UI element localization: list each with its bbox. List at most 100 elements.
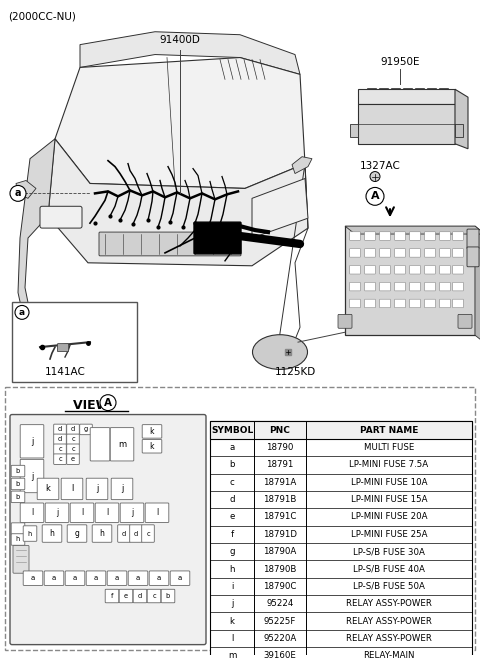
FancyBboxPatch shape — [410, 282, 420, 291]
FancyBboxPatch shape — [20, 424, 44, 458]
FancyBboxPatch shape — [65, 571, 85, 585]
Text: b: b — [229, 461, 235, 469]
FancyBboxPatch shape — [467, 247, 479, 267]
FancyBboxPatch shape — [67, 525, 87, 543]
Text: l: l — [231, 634, 233, 643]
Text: LP-MINI FUSE 10A: LP-MINI FUSE 10A — [351, 478, 427, 486]
Polygon shape — [48, 139, 308, 266]
FancyBboxPatch shape — [67, 434, 79, 445]
Text: RELAY-MAIN: RELAY-MAIN — [363, 651, 415, 660]
Text: VIEW: VIEW — [73, 399, 114, 412]
FancyBboxPatch shape — [395, 265, 405, 274]
Text: 91400D: 91400D — [159, 34, 201, 45]
Text: k: k — [150, 427, 154, 436]
FancyBboxPatch shape — [395, 299, 405, 308]
Text: d: d — [138, 593, 142, 599]
FancyBboxPatch shape — [54, 434, 66, 445]
Polygon shape — [455, 89, 468, 148]
FancyBboxPatch shape — [440, 249, 450, 257]
Text: k: k — [229, 616, 235, 626]
Text: b: b — [166, 593, 170, 599]
Circle shape — [366, 187, 384, 205]
FancyBboxPatch shape — [365, 232, 375, 240]
FancyBboxPatch shape — [86, 478, 108, 500]
FancyBboxPatch shape — [395, 282, 405, 291]
Text: h: h — [28, 531, 32, 537]
FancyBboxPatch shape — [425, 299, 435, 308]
FancyBboxPatch shape — [13, 545, 29, 574]
FancyBboxPatch shape — [61, 478, 83, 500]
FancyBboxPatch shape — [40, 207, 82, 228]
FancyBboxPatch shape — [395, 232, 405, 240]
FancyBboxPatch shape — [111, 478, 133, 500]
Text: g: g — [84, 426, 88, 432]
Text: SYMBOL: SYMBOL — [211, 426, 253, 435]
Text: c: c — [146, 531, 150, 537]
FancyBboxPatch shape — [67, 454, 79, 465]
Text: j: j — [31, 437, 33, 446]
Circle shape — [370, 172, 380, 182]
FancyBboxPatch shape — [99, 232, 241, 256]
Text: a: a — [178, 575, 182, 581]
Polygon shape — [18, 139, 55, 367]
FancyBboxPatch shape — [90, 428, 110, 461]
Text: e: e — [124, 593, 128, 599]
Text: f: f — [230, 530, 234, 539]
FancyBboxPatch shape — [44, 571, 64, 585]
Text: RELAY ASSY-POWER: RELAY ASSY-POWER — [346, 634, 432, 643]
FancyBboxPatch shape — [145, 503, 169, 523]
Text: 91950E: 91950E — [380, 57, 420, 67]
Polygon shape — [16, 180, 36, 199]
Text: PNC: PNC — [270, 426, 290, 435]
Text: 18790C: 18790C — [264, 582, 297, 591]
FancyBboxPatch shape — [380, 249, 390, 257]
FancyBboxPatch shape — [119, 589, 133, 603]
FancyBboxPatch shape — [350, 265, 360, 274]
FancyBboxPatch shape — [410, 299, 420, 308]
FancyBboxPatch shape — [118, 525, 130, 543]
FancyBboxPatch shape — [92, 525, 112, 543]
Text: d: d — [122, 531, 126, 537]
Text: d: d — [71, 426, 75, 432]
FancyBboxPatch shape — [338, 314, 352, 328]
Circle shape — [15, 306, 29, 319]
FancyBboxPatch shape — [86, 571, 106, 585]
Polygon shape — [345, 226, 480, 234]
Text: a: a — [52, 575, 56, 581]
FancyBboxPatch shape — [440, 265, 450, 274]
Polygon shape — [350, 124, 358, 137]
Text: LP-MINI FUSE 25A: LP-MINI FUSE 25A — [351, 530, 427, 539]
FancyBboxPatch shape — [458, 314, 472, 328]
FancyBboxPatch shape — [440, 232, 450, 240]
FancyBboxPatch shape — [133, 589, 147, 603]
FancyBboxPatch shape — [67, 444, 79, 455]
FancyBboxPatch shape — [11, 465, 25, 477]
FancyBboxPatch shape — [67, 424, 79, 435]
Text: RELAY ASSY-POWER: RELAY ASSY-POWER — [346, 599, 432, 609]
Text: c: c — [152, 593, 156, 599]
FancyBboxPatch shape — [350, 282, 360, 291]
FancyBboxPatch shape — [410, 249, 420, 257]
FancyBboxPatch shape — [107, 571, 127, 585]
Text: g: g — [74, 529, 79, 538]
Text: m: m — [118, 440, 126, 449]
Text: i: i — [231, 582, 233, 591]
FancyBboxPatch shape — [365, 299, 375, 308]
FancyBboxPatch shape — [425, 232, 435, 240]
Polygon shape — [358, 104, 455, 144]
Text: a: a — [136, 575, 140, 581]
FancyBboxPatch shape — [440, 282, 450, 291]
Text: 1327AC: 1327AC — [360, 160, 400, 171]
FancyBboxPatch shape — [425, 265, 435, 274]
FancyBboxPatch shape — [54, 424, 66, 435]
Text: 95225F: 95225F — [264, 616, 296, 626]
Text: a: a — [19, 308, 25, 317]
Text: 18790A: 18790A — [264, 547, 297, 556]
FancyBboxPatch shape — [70, 503, 94, 523]
FancyBboxPatch shape — [20, 459, 44, 492]
FancyBboxPatch shape — [170, 571, 190, 585]
Ellipse shape — [28, 339, 88, 379]
Text: h: h — [49, 529, 54, 538]
Text: b: b — [16, 468, 20, 474]
Circle shape — [100, 395, 116, 411]
